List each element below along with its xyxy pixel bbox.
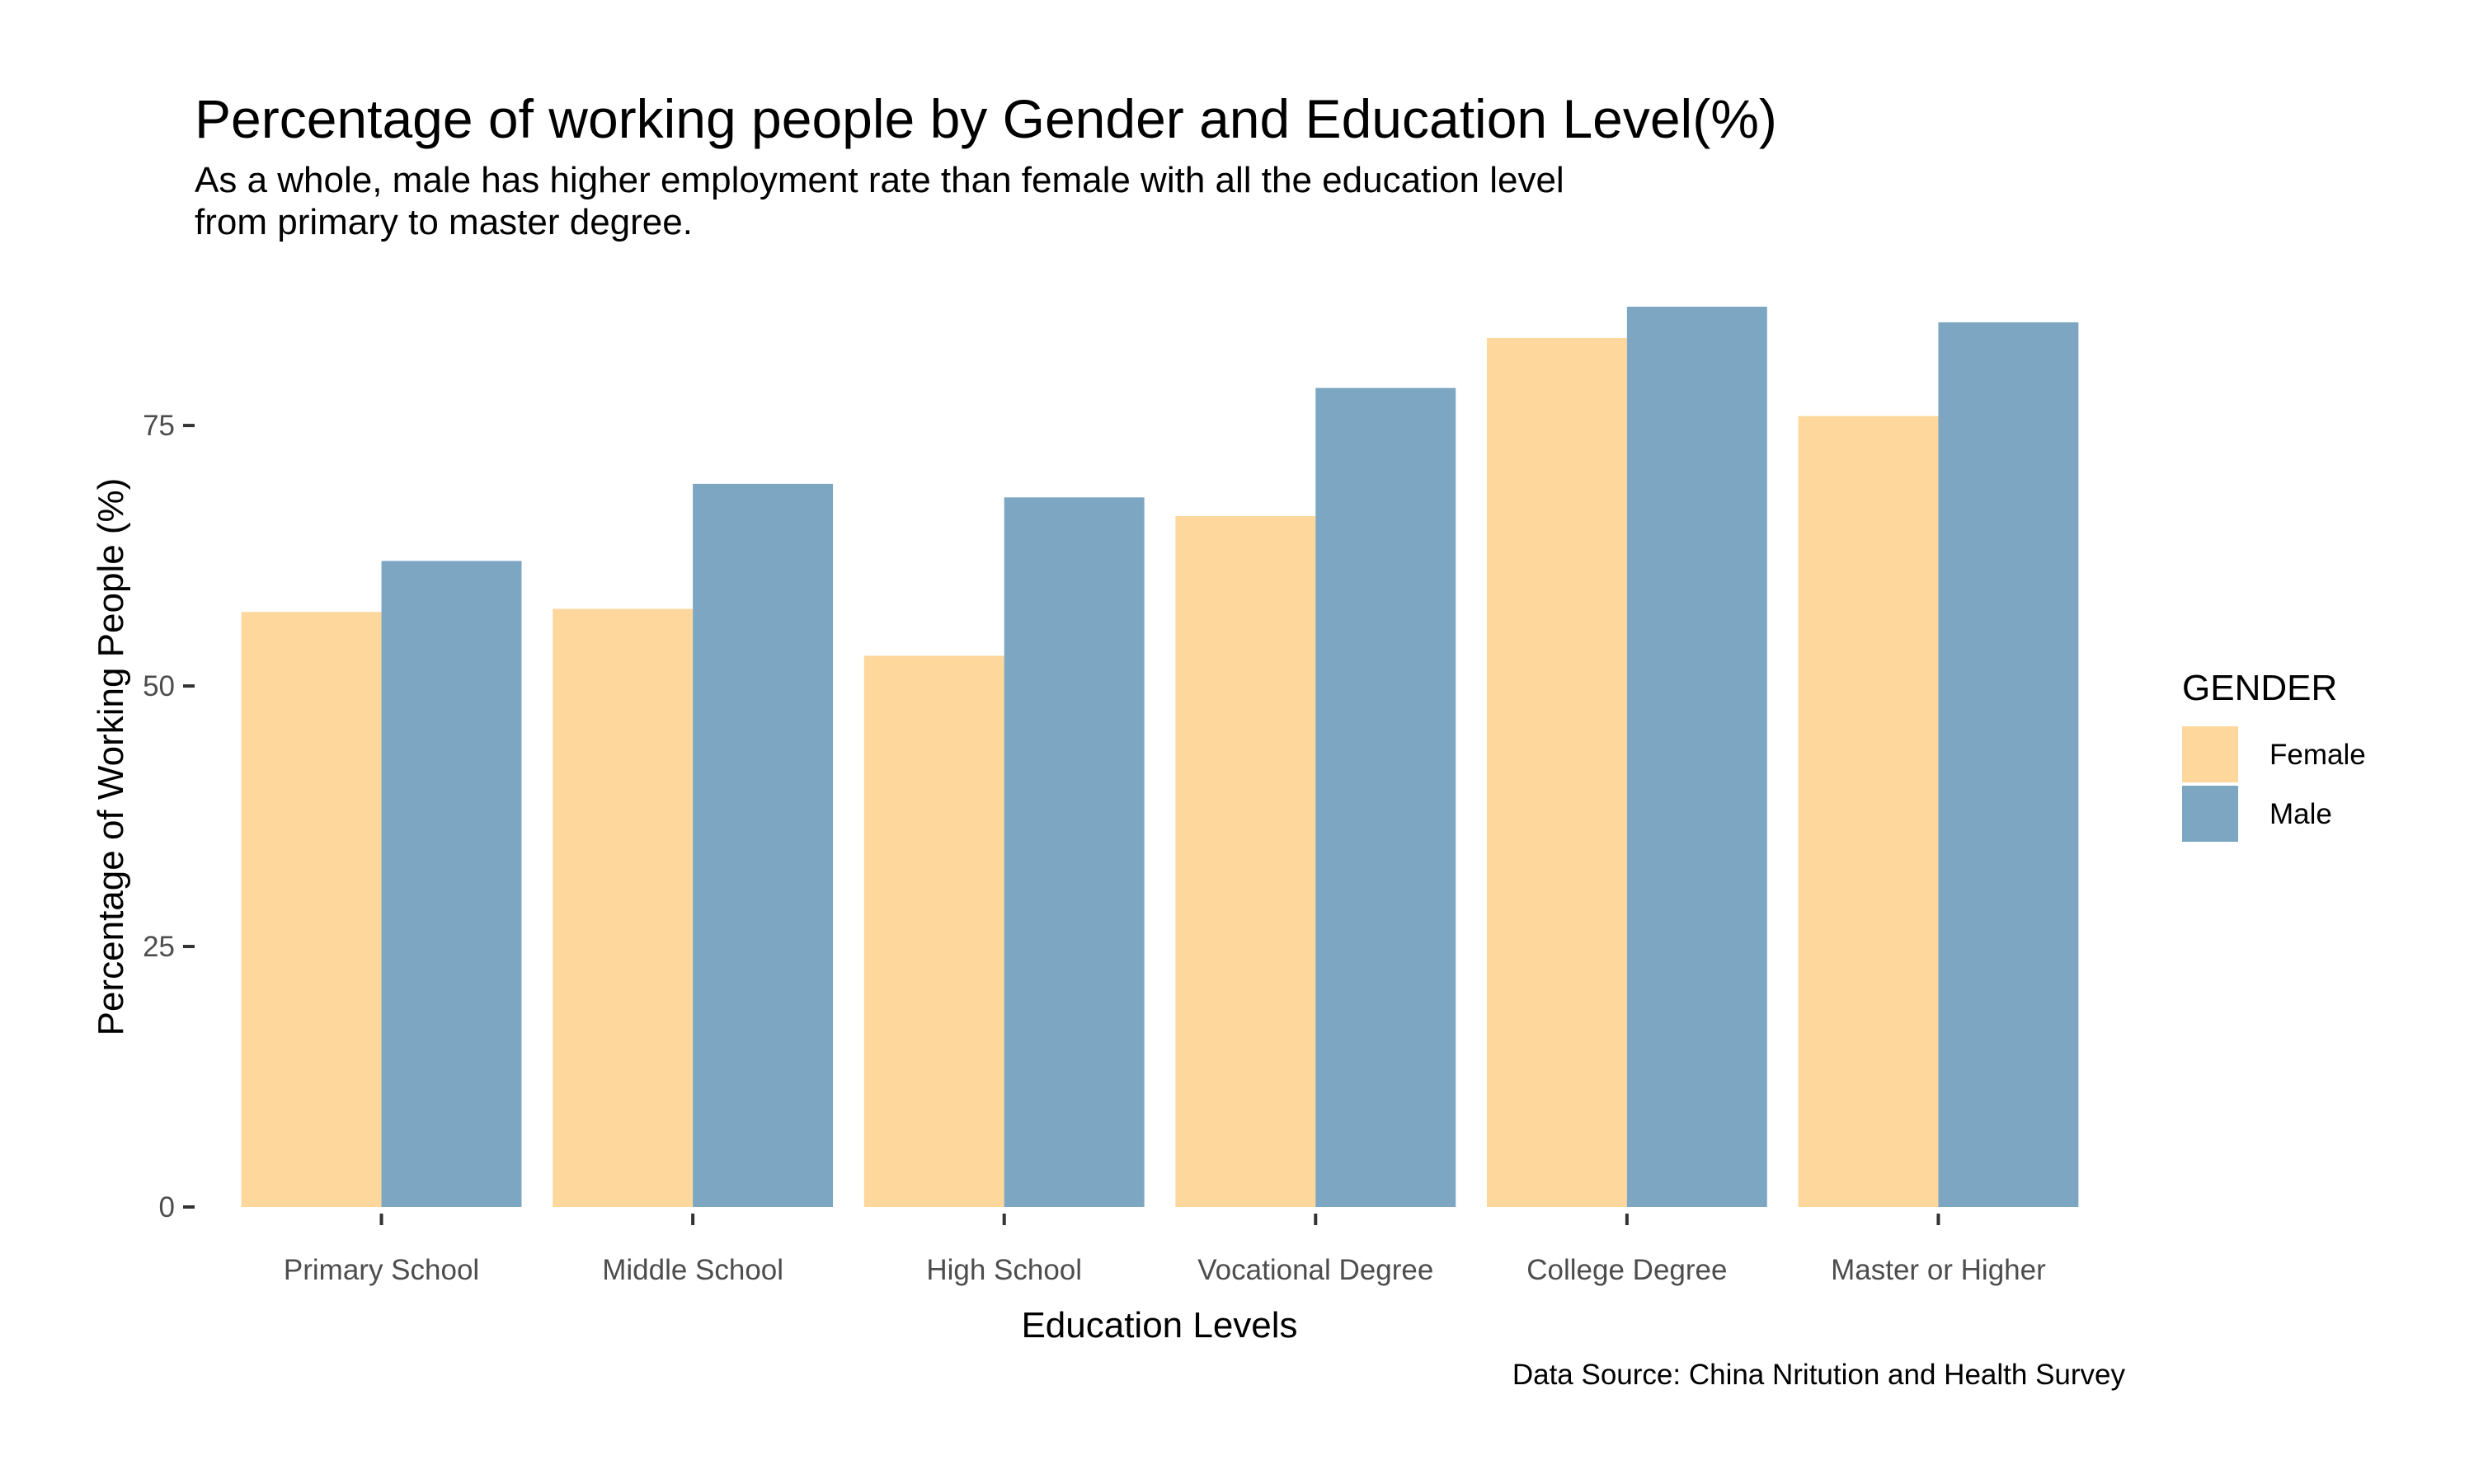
bar-female-4 xyxy=(1175,516,1316,1207)
x-tick-label: Primary School xyxy=(284,1254,479,1286)
bar-female-6 xyxy=(1798,416,1939,1207)
legend-label-male: Male xyxy=(2269,798,2332,830)
bar-male-4 xyxy=(1315,387,1456,1207)
bar-male-3 xyxy=(1004,497,1145,1207)
x-tick-label: Vocational Degree xyxy=(1197,1254,1433,1286)
chart-title: Percentage of working people by Gender a… xyxy=(195,88,1777,149)
y-tick-label: 0 xyxy=(159,1191,175,1223)
y-axis-title: Percentage of Working People (%) xyxy=(91,478,131,1036)
legend-swatch-female xyxy=(2182,726,2238,782)
bar-female-5 xyxy=(1486,337,1627,1208)
y-tick-label: 50 xyxy=(143,670,175,702)
y-tick-label: 75 xyxy=(143,410,175,442)
bar-male-6 xyxy=(1938,322,2079,1207)
x-tick-label: Middle School xyxy=(602,1254,783,1286)
legend-label-female: Female xyxy=(2269,739,2366,771)
chart-subtitle-line-1: As a whole, male has higher employment r… xyxy=(195,160,1564,200)
legend-items: Female Male xyxy=(2182,726,2366,842)
bar-female-1 xyxy=(241,612,382,1207)
legend: GENDER Female Male xyxy=(2182,668,2366,842)
bar-male-2 xyxy=(693,483,834,1207)
bar-male-5 xyxy=(1626,307,1767,1207)
data-source-caption: Data Source: China Nritution and Health … xyxy=(1512,1359,2126,1391)
x-tick-label: Master or Higher xyxy=(1831,1254,2046,1286)
y-tick-label: 25 xyxy=(143,931,175,963)
legend-title: GENDER xyxy=(2182,668,2337,708)
chart-subtitle-line-2: from primary to master degree. xyxy=(195,202,693,242)
x-axis-title: Education Levels xyxy=(1021,1305,1297,1345)
x-tick-label: High School xyxy=(926,1254,1082,1286)
bar-female-2 xyxy=(553,608,694,1207)
x-tick-label: College Degree xyxy=(1526,1254,1727,1286)
bar-female-3 xyxy=(863,655,1004,1207)
bar-male-1 xyxy=(381,561,522,1207)
legend-swatch-male xyxy=(2182,786,2238,842)
y-axis: 0 25 50 75 xyxy=(143,410,195,1223)
bars xyxy=(241,307,2079,1208)
x-axis: Primary School Middle School High School Vo… xyxy=(284,1214,2046,1286)
